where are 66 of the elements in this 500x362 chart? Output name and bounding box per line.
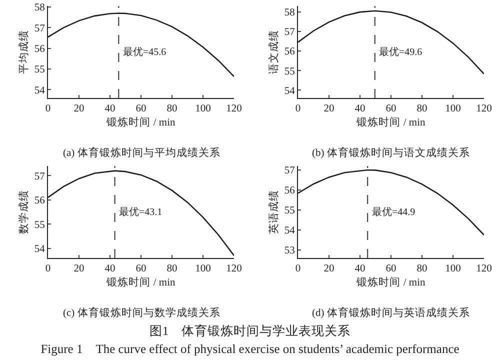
x-tick-label: 120 [476, 264, 492, 275]
line-series [48, 170, 234, 256]
x-tick-label: 20 [324, 264, 334, 275]
x-tick-label: 20 [324, 104, 334, 115]
x-tick-label: 100 [445, 104, 461, 115]
x-tick-label: 60 [386, 264, 396, 275]
x-tick-label: 80 [416, 264, 428, 275]
x-tick-label: 120 [476, 104, 492, 115]
y-tick-label: 55 [284, 66, 295, 78]
x-tick-label: 120 [226, 264, 242, 275]
y-tick-label: 56 [284, 46, 295, 58]
x-tick-label: 0 [45, 104, 51, 115]
x-tick-label: 40 [354, 264, 366, 275]
text: (c) 体育锻炼时间与数学成绩关系 [63, 306, 220, 319]
y-tick-label: 54 [284, 86, 296, 97]
x-tick-label: 60 [136, 104, 146, 115]
y-tick-label: 56 [34, 44, 45, 56]
x-tick-label: 60 [136, 264, 146, 275]
text: (b) 体育锻炼时间与语文成绩关系 [312, 146, 470, 159]
ref-line-label: 最优=49.6 [379, 47, 422, 58]
text: (a) 体育锻炼时间与平均成绩关系 [63, 146, 220, 159]
y-tick-label: 57 [34, 171, 45, 182]
x-tick-label: 20 [74, 104, 84, 115]
x-tick-label: 80 [416, 104, 428, 115]
y-tick-label: 56 [284, 186, 295, 197]
x-axis-title: 锻炼时间 / min [356, 115, 426, 128]
x-axis-title: 锻炼时间 / min [106, 115, 176, 128]
caption: Figure 1 The curve effect of physical exercise on students’ academic performance [40, 341, 460, 358]
caption: 图1 体育锻炼时间与学业表现关系 [148, 323, 352, 340]
ref-line-label: 最优=44.9 [372, 207, 416, 218]
x-tick-label: 120 [226, 104, 242, 115]
y-tick-label: 53 [284, 246, 295, 257]
y-axis-title: 数学成绩 [17, 190, 30, 234]
text: (d) 体育锻炼时间与英语成绩关系 [312, 306, 470, 319]
x-tick-label: 0 [45, 264, 51, 275]
y-axis-title: 英语成绩 [267, 190, 280, 234]
y-tick-label: 57 [284, 166, 295, 177]
y-tick-label: 57 [34, 23, 45, 34]
y-tick-label: 56 [34, 196, 45, 207]
y-tick-label: 54 [284, 226, 296, 237]
x-tick-label: 40 [104, 264, 116, 275]
x-tick-label: 100 [195, 264, 211, 275]
y-axis-title: 语文成绩 [267, 30, 280, 74]
x-tick-label: 0 [295, 264, 301, 275]
x-axis-title: 锻炼时间 / min [356, 275, 426, 288]
y-tick-label: 55 [34, 64, 45, 76]
x-tick-label: 80 [166, 264, 178, 275]
y-axis-title: 平均成绩 [17, 30, 30, 74]
x-tick-label: 80 [166, 104, 178, 115]
x-tick-label: 40 [104, 104, 116, 115]
y-tick-label: 55 [34, 220, 45, 231]
x-tick-label: 0 [295, 104, 301, 115]
y-tick-label: 58 [284, 8, 295, 19]
y-tick-label: 55 [284, 206, 295, 217]
x-tick-label: 40 [354, 104, 366, 115]
x-tick-label: 100 [195, 104, 211, 115]
x-axis-title: 锻炼时间 / min [106, 275, 176, 288]
x-tick-label: 20 [74, 264, 84, 275]
y-tick-label: 58 [34, 2, 45, 14]
x-tick-label: 100 [445, 264, 461, 275]
ref-line-label: 最优=43.1 [119, 207, 162, 218]
ref-line-label: 最优=45.6 [123, 47, 166, 58]
y-tick-label: 54 [34, 244, 46, 255]
y-tick-label: 57 [284, 27, 295, 38]
x-tick-label: 60 [386, 104, 396, 115]
y-tick-label: 54 [34, 85, 46, 96]
